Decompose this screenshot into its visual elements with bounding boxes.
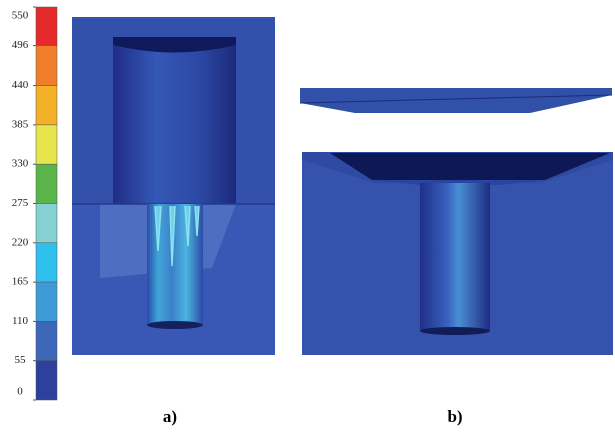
colorbar-tick-label: 165 [12, 276, 29, 288]
colorbar-tick-label: 110 [12, 315, 29, 327]
colorbar-tick-label: 55 [15, 354, 27, 366]
colorbar-segment [36, 204, 57, 243]
colorbar-segment [36, 46, 57, 86]
colorbar-tick-label: 385 [12, 118, 29, 130]
colorbar-segment [36, 125, 57, 164]
colorbar-segment [36, 282, 57, 321]
colorbar-tick-label: 275 [12, 197, 29, 209]
colorbar-segment [36, 164, 57, 203]
colorbar-segment [36, 86, 57, 125]
colorbar-segment [36, 361, 57, 400]
figure: 550496440385330275220165110550 a) b) [0, 0, 615, 432]
panel-label: a) [163, 407, 177, 426]
colorbar-tick-label: 0 [17, 386, 23, 398]
panel-b-drawing [300, 88, 613, 355]
colorbar-segment [36, 243, 57, 282]
colorbar-tick-label: 550 [12, 10, 29, 22]
colorbar-tick-label: 220 [12, 236, 29, 248]
colorbar-tick-label: 330 [12, 158, 29, 170]
panel-a-drawing [72, 17, 275, 355]
panel-label: b) [447, 407, 462, 426]
colorbar-segment [36, 321, 57, 360]
colorbar-segment [36, 7, 57, 46]
colorbar-tick-label: 496 [12, 39, 29, 51]
colorbar-tick-label: 440 [12, 79, 29, 91]
